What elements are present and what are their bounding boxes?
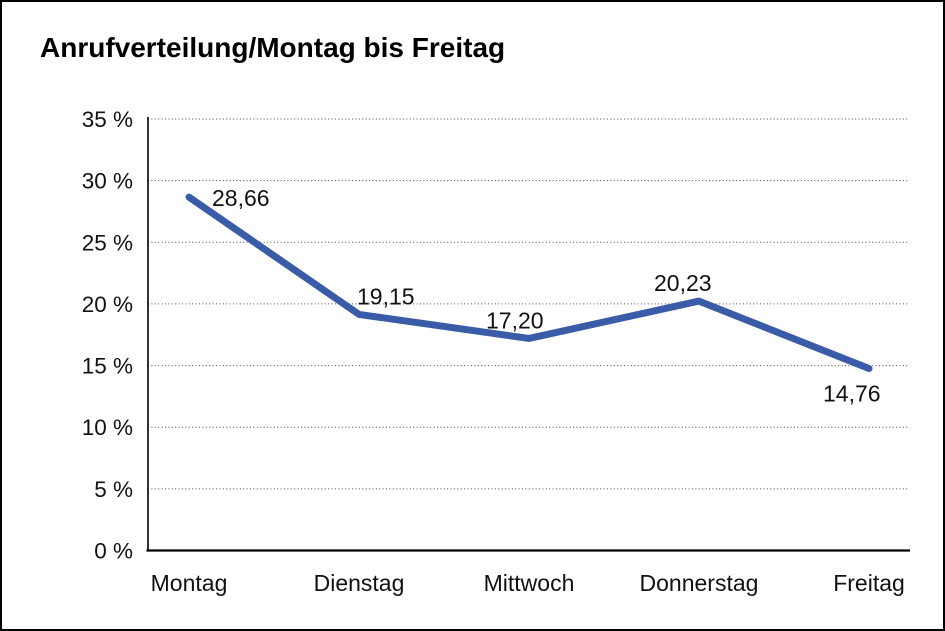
data-series-line xyxy=(185,193,873,373)
y-tick-label: 15 % xyxy=(82,354,133,379)
x-axis-label: Montag xyxy=(151,570,228,596)
data-point-label: 28,66 xyxy=(212,185,270,211)
y-tick-label: 30 % xyxy=(82,169,133,194)
y-tick-label: 35 % xyxy=(82,107,133,132)
data-point-label: 14,76 xyxy=(823,381,881,407)
chart-title: Anrufverteilung/Montag bis Freitag xyxy=(40,32,506,63)
x-axis-label: Freitag xyxy=(833,570,905,596)
x-axis-label: Dienstag xyxy=(314,570,405,596)
y-tick-label: 10 % xyxy=(82,415,133,440)
x-axis-label: Donnerstag xyxy=(640,570,759,596)
data-point-label: 20,23 xyxy=(654,270,712,296)
data-point-label: 19,15 xyxy=(357,283,415,309)
data-point-label: 17,20 xyxy=(486,307,544,333)
y-tick-label: 20 % xyxy=(82,292,133,317)
x-axis-label: Mittwoch xyxy=(484,570,575,596)
y-tick-label: 0 % xyxy=(94,539,133,564)
y-tick-label: 5 % xyxy=(94,477,133,502)
y-tick-label: 25 % xyxy=(82,230,133,255)
